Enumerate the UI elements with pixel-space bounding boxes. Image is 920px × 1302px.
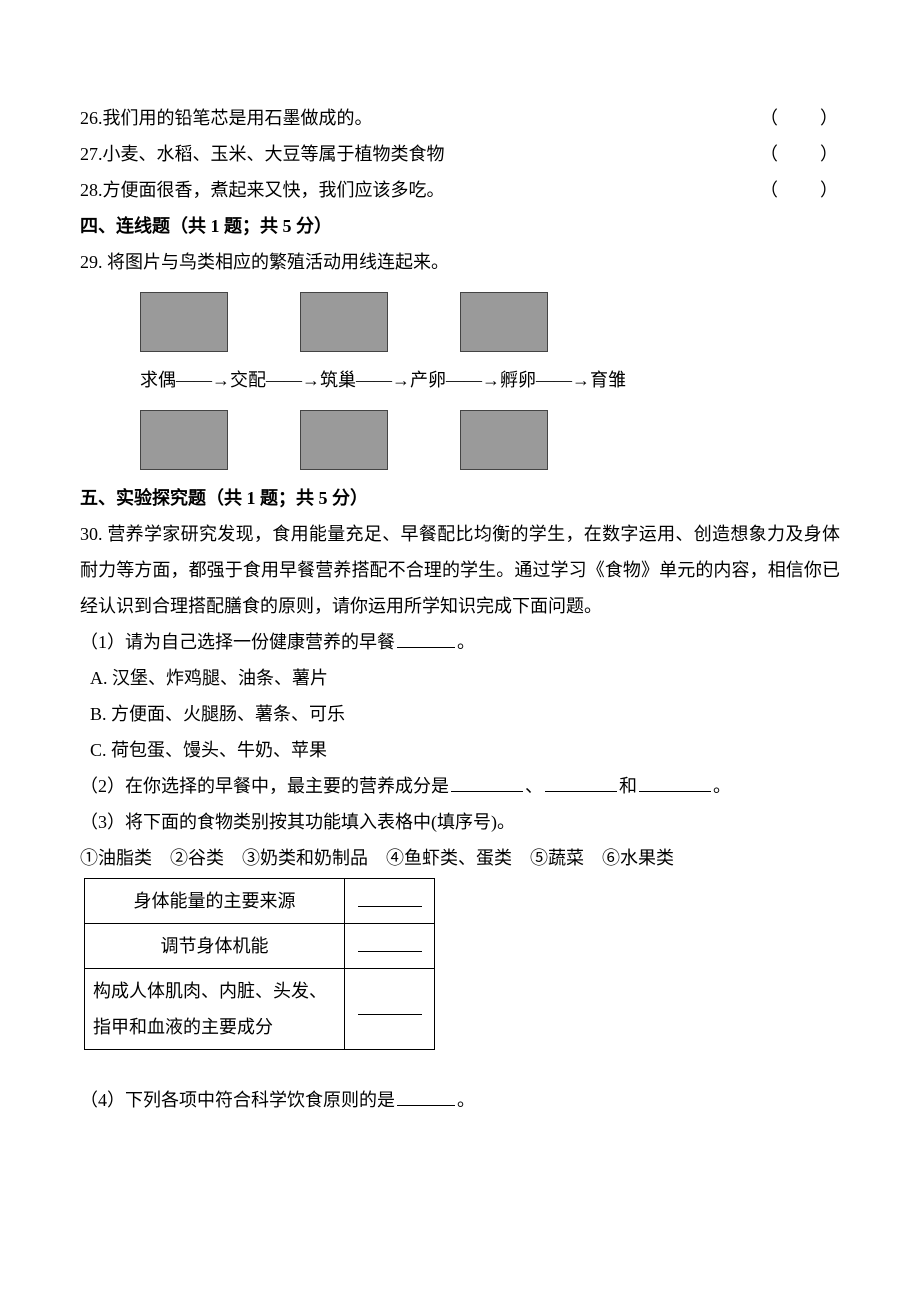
q29-figure: 求偶——→交配——→筑巢——→产卵——→孵卵——→育雏: [80, 292, 840, 470]
tail: 。: [457, 632, 475, 652]
sep: 、: [525, 776, 543, 796]
table-row: 调节身体机能: [85, 924, 435, 969]
section4-title: 四、连线题（共 1 题；共 5 分）: [80, 208, 840, 244]
sep: 和: [619, 776, 637, 796]
q29-text: 29. 将图片与鸟类相应的繁殖活动用线连起来。: [80, 244, 840, 280]
q-body: 方便面很香，煮起来又快，我们应该多吃。: [103, 180, 445, 200]
option-b: B. 方便面、火腿肠、薯条、可乐: [90, 696, 840, 732]
answer-blank[interactable]: [397, 1088, 455, 1106]
stages-row: 求偶——→交配——→筑巢——→产卵——→孵卵——→育雏: [140, 362, 840, 398]
q-body: 小麦、水稻、玉米、大豆等属于植物类食物: [103, 144, 445, 164]
bird-image: [300, 410, 388, 470]
q30-sub1: （1）请为自己选择一份健康营养的早餐 。: [80, 624, 840, 660]
arrow-icon: ——→: [176, 370, 230, 390]
arrow-icon: ——→: [536, 370, 590, 390]
bird-image: [140, 410, 228, 470]
q-num: 28.: [80, 180, 103, 200]
function-table: 身体能量的主要来源 调节身体机能 构成人体肌肉、内脏、头发、指甲和血液的主要成分: [84, 878, 435, 1050]
figure-top-row: [140, 292, 840, 352]
tf-question-26: 26.我们用的铅笔芯是用石墨做成的。 （ ）: [80, 100, 840, 136]
section5-title: 五、实验探究题（共 1 题；共 5 分）: [80, 480, 840, 516]
arrow-icon: ——→: [266, 370, 320, 390]
answer-paren[interactable]: （ ）: [760, 172, 840, 208]
tf-question-27: 27.小麦、水稻、玉米、大豆等属于植物类食物 （ ）: [80, 136, 840, 172]
stage-label: 求偶: [140, 370, 176, 390]
bird-image: [140, 292, 228, 352]
tf-text: 27.小麦、水稻、玉米、大豆等属于植物类食物: [80, 136, 760, 172]
row-label: 身体能量的主要来源: [85, 879, 345, 924]
bird-image: [460, 410, 548, 470]
sub2-text: （2）在你选择的早餐中，最主要的营养成分是: [80, 776, 449, 796]
table-row: 身体能量的主要来源: [85, 879, 435, 924]
tf-text: 26.我们用的铅笔芯是用石墨做成的。: [80, 100, 760, 136]
figure-bottom-row: [140, 410, 840, 470]
categories-list: ①油脂类 ②谷类 ③奶类和奶制品 ④鱼虾类、蛋类 ⑤蔬菜 ⑥水果类: [80, 840, 840, 876]
row-label: 构成人体肌肉、内脏、头发、指甲和血液的主要成分: [85, 969, 345, 1050]
answer-blank[interactable]: [397, 630, 455, 648]
stage-label: 产卵: [410, 370, 446, 390]
sub4-text: （4）下列各项中符合科学饮食原则的是: [80, 1090, 395, 1110]
answer-blank[interactable]: [639, 774, 711, 792]
stage-label: 交配: [230, 370, 266, 390]
tf-question-28: 28.方便面很香，煮起来又快，我们应该多吃。 （ ）: [80, 172, 840, 208]
option-c: C. 荷包蛋、馒头、牛奶、苹果: [90, 732, 840, 768]
q-num: 26.: [80, 108, 103, 128]
q-body: 我们用的铅笔芯是用石墨做成的。: [103, 108, 373, 128]
answer-cell[interactable]: [345, 969, 435, 1050]
table-row: 构成人体肌肉、内脏、头发、指甲和血液的主要成分: [85, 969, 435, 1050]
tf-text: 28.方便面很香，煮起来又快，我们应该多吃。: [80, 172, 760, 208]
arrow-icon: ——→: [356, 370, 410, 390]
bird-image: [460, 292, 548, 352]
arrow-icon: ——→: [446, 370, 500, 390]
q30-intro: 30. 营养学家研究发现，食用能量充足、早餐配比均衡的学生，在数字运用、创造想象…: [80, 516, 840, 624]
answer-blank[interactable]: [545, 774, 617, 792]
answer-cell[interactable]: [345, 879, 435, 924]
q-num: 27.: [80, 144, 103, 164]
stage-label: 育雏: [590, 370, 626, 390]
option-a: A. 汉堡、炸鸡腿、油条、薯片: [90, 660, 840, 696]
answer-cell[interactable]: [345, 924, 435, 969]
tail: 。: [457, 1090, 475, 1110]
answer-paren[interactable]: （ ）: [760, 136, 840, 172]
stage-label: 孵卵: [500, 370, 536, 390]
bird-image: [300, 292, 388, 352]
row-label: 调节身体机能: [85, 924, 345, 969]
tail: 。: [713, 776, 731, 796]
q30-sub3: （3）将下面的食物类别按其功能填入表格中(填序号)。: [80, 804, 840, 840]
answer-paren[interactable]: （ ）: [760, 100, 840, 136]
sub1-text: （1）请为自己选择一份健康营养的早餐: [80, 632, 395, 652]
stage-label: 筑巢: [320, 370, 356, 390]
q30-sub2: （2）在你选择的早餐中，最主要的营养成分是 、 和 。: [80, 768, 840, 804]
q30-sub4: （4）下列各项中符合科学饮食原则的是 。: [80, 1082, 840, 1118]
answer-blank[interactable]: [451, 774, 523, 792]
